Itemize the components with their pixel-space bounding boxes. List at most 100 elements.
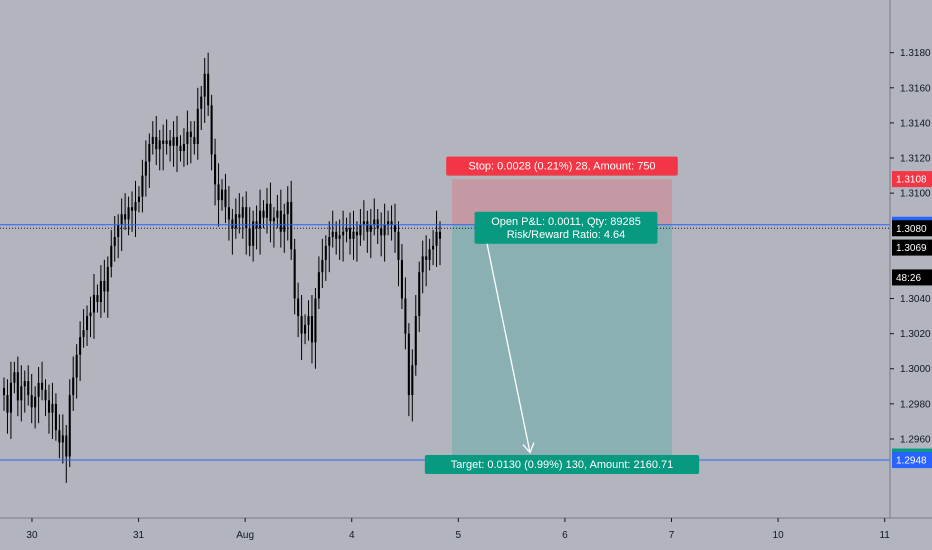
candle-body [96, 294, 99, 303]
candle-body [155, 136, 158, 150]
candle-body [421, 256, 424, 273]
candle-body [210, 105, 213, 155]
candle-body [314, 298, 317, 343]
candle-body [387, 221, 390, 225]
price-badge-bg [892, 452, 932, 469]
candle-body [120, 214, 123, 225]
candle-body [400, 259, 403, 299]
candle-body [369, 224, 372, 232]
y-tick-label: 1.3120 [900, 154, 931, 165]
candle-body [162, 140, 165, 144]
candle-body [297, 298, 300, 317]
candle-body [335, 231, 338, 239]
candle-body [165, 140, 168, 144]
candle-body [276, 210, 279, 218]
candle-body [342, 231, 345, 236]
candle-body [30, 395, 33, 408]
candle-body [58, 430, 61, 443]
candle-body [20, 386, 23, 401]
y-tick-label: 1.3180 [900, 48, 931, 59]
price-badge-text: 1.3069 [896, 243, 927, 254]
candle-body [366, 221, 369, 232]
candle-body [214, 154, 217, 185]
stop-label: Stop: 0.0028 (0.21%) 28, Amount: 750 [446, 156, 678, 176]
candle-body [279, 210, 282, 232]
x-tick-label: 11 [879, 530, 890, 541]
candle-body [331, 231, 334, 238]
candle-body [144, 161, 147, 176]
candle-body [272, 217, 275, 222]
price-badge-text: 1.2948 [896, 456, 927, 467]
candle-body [175, 136, 179, 146]
candle-body [141, 175, 144, 197]
candle-body [44, 389, 47, 401]
candle-body [89, 312, 92, 317]
candle-body [9, 382, 12, 413]
candle-body [134, 201, 137, 211]
candle-body [75, 354, 78, 378]
candle-body [265, 203, 269, 218]
x-tick-label: 10 [773, 530, 785, 541]
x-tick-label: 30 [26, 530, 38, 541]
candle-body [300, 316, 303, 334]
candle-body [61, 435, 64, 443]
y-tick-label: 1.3040 [900, 294, 931, 305]
candle-body [435, 231, 438, 246]
candle-body [200, 96, 203, 109]
candle-body [362, 221, 365, 225]
candle-body [338, 235, 341, 239]
candles-layer [2, 52, 442, 483]
candle-body [286, 201, 289, 215]
candle-body [86, 316, 89, 331]
candle-body [106, 266, 109, 292]
open-pnl-label-bg [474, 211, 658, 244]
candle-body [321, 259, 324, 273]
candle-body [355, 231, 358, 236]
price-badge-dark: 1.3080 [892, 220, 932, 237]
candle-body [438, 231, 442, 239]
candle-body [169, 140, 172, 146]
y-tick-label: 1.3140 [900, 118, 931, 129]
stop-label-text: Stop: 0.0028 (0.21%) 28, Amount: 750 [468, 161, 655, 173]
candle-body [27, 381, 30, 396]
price-badge-text: 48:26 [896, 273, 921, 284]
stop-label-bg [446, 156, 678, 176]
candle-body [127, 207, 130, 220]
candle-body [34, 396, 37, 408]
price-badge-bg [892, 171, 932, 188]
open-pnl-label: Open P&L: 0.0011, Qty: 89285Risk/Reward … [474, 211, 658, 244]
candle-body [376, 219, 379, 229]
y-tick-label: 1.2960 [900, 434, 931, 445]
y-tick-label: 1.3160 [900, 83, 931, 94]
candle-body [380, 228, 383, 236]
candle-body [238, 214, 241, 218]
candle-body [182, 143, 185, 152]
candle-body [99, 280, 102, 303]
target-zone[interactable] [452, 224, 672, 457]
candle-body [293, 249, 296, 299]
x-tick-label: 5 [456, 530, 462, 541]
candle-body [317, 272, 320, 299]
open-pnl-label-text: Open P&L: 0.0011, Qty: 89285 [491, 216, 641, 228]
candle-body [193, 136, 196, 144]
pnl-arrow-head [522, 442, 535, 454]
candle-body [404, 298, 407, 334]
x-tick-label: 6 [562, 530, 568, 541]
candle-body [328, 237, 331, 246]
candle-body [418, 272, 421, 317]
candle-body [290, 201, 293, 250]
candle-body [383, 224, 386, 236]
candle-body [47, 400, 51, 413]
target-label-bg [424, 455, 700, 475]
candle-body [231, 219, 234, 229]
candle-body [189, 131, 192, 137]
candle-body [113, 237, 116, 246]
candle-body [79, 337, 82, 355]
x-tick-label: 31 [133, 530, 145, 541]
candle-body [196, 108, 199, 144]
candle-body [82, 330, 85, 338]
pnl-arrow [485, 238, 531, 453]
price-badge-red: 1.3108 [892, 171, 932, 188]
